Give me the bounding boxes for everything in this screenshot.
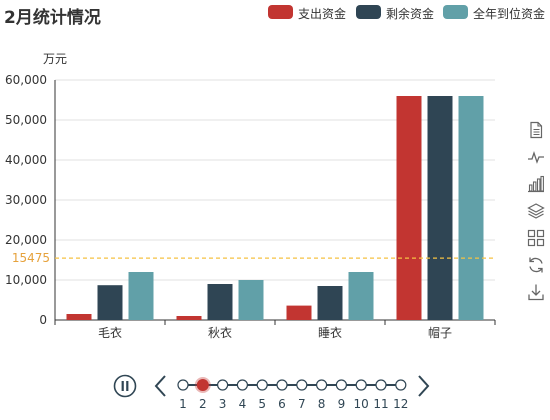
bar-0-2[interactable]	[286, 305, 312, 320]
y-tick-label: 20,000	[5, 233, 47, 247]
legend-label-expense: 支出资金	[298, 7, 347, 21]
timeline-point[interactable]	[177, 379, 189, 391]
next-arrow-icon[interactable]	[418, 375, 430, 397]
timeline-point[interactable]	[355, 379, 367, 391]
bar-2-1[interactable]	[238, 280, 264, 320]
legend-label-annual: 全年到位资金	[473, 7, 546, 21]
bar-0-3[interactable]	[396, 96, 422, 320]
timeline-label[interactable]: 11	[373, 397, 388, 411]
timeline-label[interactable]: 6	[278, 397, 286, 411]
y-tick-label: 0	[39, 313, 47, 327]
y-tick-label: 50,000	[5, 113, 47, 127]
timeline-point[interactable]	[256, 379, 268, 391]
bar-2-3[interactable]	[458, 96, 484, 320]
bar-chart: 万元 0 10,000 20,000 30,000 40,000 50,000 60,000 毛…	[5, 52, 496, 340]
legend-label-remaining: 剩余资金	[386, 7, 435, 21]
bar-chart-icon[interactable]	[527, 175, 545, 193]
timeline-point[interactable]	[316, 379, 328, 391]
timeline: 1 2 3 4 5 6 7 8 9 10 11 12	[113, 374, 430, 411]
timeline-point[interactable]	[375, 379, 387, 391]
line-chart-icon[interactable]	[527, 148, 545, 166]
timeline-label[interactable]: 1	[179, 397, 187, 411]
timeline-point[interactable]	[276, 379, 288, 391]
play-pause-button[interactable]	[113, 374, 137, 398]
timeline-point[interactable]	[296, 379, 308, 391]
bar-0-0[interactable]	[66, 314, 92, 320]
stack-icon[interactable]	[527, 202, 545, 220]
restore-icon[interactable]	[527, 256, 545, 274]
timeline-point[interactable]	[335, 379, 347, 391]
timeline-label[interactable]: 8	[318, 397, 326, 411]
timeline-label[interactable]: 4	[239, 397, 247, 411]
x-tick-label: 帽子	[428, 325, 452, 340]
legend: 支出资金 剩余资金 全年到位资金	[0, 4, 550, 22]
bar-0-1[interactable]	[176, 316, 202, 320]
timeline-point[interactable]	[217, 379, 229, 391]
markline-label: 15475	[12, 251, 50, 265]
timeline-axis: 1 2 3 4 5 6 7 8 9 10 11 12	[177, 377, 408, 411]
x-tick-label: 睡衣	[318, 325, 342, 340]
tiled-icon[interactable]	[527, 229, 545, 247]
y-tick-label: 40,000	[5, 153, 47, 167]
legend-swatch-expense	[268, 5, 293, 19]
bar-1-0[interactable]	[97, 285, 123, 320]
bar-2-2[interactable]	[348, 272, 374, 320]
bar-1-2[interactable]	[317, 286, 343, 320]
x-tick-label: 秋衣	[208, 325, 232, 340]
timeline-label[interactable]: 12	[393, 397, 408, 411]
bar-1-1[interactable]	[207, 284, 233, 320]
timeline-point-current[interactable]	[196, 379, 209, 391]
y-tick-label: 30,000	[5, 193, 47, 207]
legend-swatch-remaining	[356, 5, 381, 19]
y-axis-label: 万元	[43, 52, 67, 66]
timeline-label[interactable]: 10	[354, 397, 369, 411]
timeline-label[interactable]: 3	[219, 397, 227, 411]
data-view-icon[interactable]	[527, 121, 545, 139]
bar-1-3[interactable]	[427, 96, 453, 320]
legend-swatch-annual	[443, 5, 468, 19]
timeline-point[interactable]	[236, 379, 248, 391]
save-image-icon[interactable]	[527, 283, 545, 301]
prev-arrow-icon[interactable]	[154, 375, 166, 397]
timeline-label[interactable]: 5	[258, 397, 266, 411]
y-tick-label: 60,000	[5, 73, 47, 87]
chart-title: 2月统计情况	[4, 8, 101, 28]
timeline-label[interactable]: 9	[338, 397, 346, 411]
y-tick-label: 10,000	[5, 273, 47, 287]
bar-2-0[interactable]	[128, 272, 154, 320]
x-tick-label: 毛衣	[98, 325, 122, 340]
timeline-point[interactable]	[395, 379, 407, 391]
timeline-label[interactable]: 2	[199, 397, 207, 411]
timeline-label[interactable]: 7	[298, 397, 306, 411]
